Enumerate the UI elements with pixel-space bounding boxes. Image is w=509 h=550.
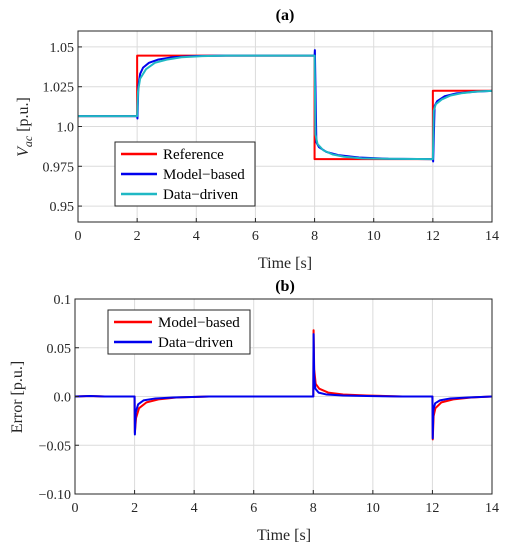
panel-a-legend-label: Reference (163, 147, 224, 163)
panel-a-title: (a) (276, 7, 295, 24)
panel-a-xtick-label: 6 (252, 229, 259, 244)
panel-b-xlabel: Time [s] (257, 527, 311, 544)
panel-a-xtick-label: 2 (134, 229, 141, 244)
panel-a-legend: Reference Model−based Data−driven (114, 141, 256, 207)
panel-b-title: (b) (275, 278, 295, 295)
panel-a-xtick-label: 0 (75, 229, 82, 244)
panel-b-ytick-label: −0.10 (39, 488, 71, 503)
panel-b-ytick-label: 0.0 (54, 391, 72, 406)
panel-b-ylabel: Error [p.u.] (9, 361, 26, 433)
panel-a-xtick-label: 8 (311, 229, 318, 244)
panel-b-ticks: 0 2 4 6 8 10 12 14 −0.10 −0.05 0.0 0.05 0.1 (39, 293, 499, 516)
panel-a-ytick-label: 0.95 (50, 200, 75, 215)
panel-a-ticks: 0 2 4 6 8 10 12 14 0.95 0.975 1.0 1.025 1.05 (43, 41, 500, 244)
panel-a-ytick-label: 1.025 (43, 81, 75, 96)
panel-b-legend: Model−based Data−driven (107, 309, 251, 355)
panel-b-legend-label: Data−driven (158, 335, 234, 351)
panel-b-series (75, 329, 492, 441)
panel-a-xlabel: Time [s] (258, 255, 312, 272)
panel-b-xtick-label: 8 (310, 501, 317, 516)
panel-b-series-1 (75, 333, 492, 440)
panel-b-xtick-label: 14 (485, 501, 499, 516)
panel-b-xtick-label: 2 (131, 501, 138, 516)
panel-b-xtick-label: 10 (366, 501, 380, 516)
panel-b-xtick-label: 12 (425, 501, 439, 516)
panel-a-ytick-label: 1.05 (50, 41, 75, 56)
panel-b-ytick-label: −0.05 (39, 439, 71, 454)
panel-a-legend-label: Data−driven (163, 187, 239, 203)
panel-a-xtick-label: 14 (485, 229, 499, 244)
panel-a-ytick-label: 0.975 (43, 160, 75, 175)
panel-a-ytick-label: 1.0 (57, 121, 75, 136)
panel-a-series-2 (78, 54, 492, 161)
panel-b-legend-label: Model−based (158, 315, 240, 331)
panel-a-xtick-label: 12 (426, 229, 440, 244)
panel-b-xtick-label: 6 (250, 501, 257, 516)
panel-a-ylabel-sub: ac (21, 135, 35, 147)
panel-b-legend-box (107, 309, 251, 355)
panel-a-legend-label: Model−based (163, 167, 245, 183)
panel-a-series (78, 49, 492, 163)
panel-a-ylabel-unit: [p.u.] (15, 97, 32, 136)
panel-a-xtick-label: 4 (193, 229, 200, 244)
panel-b: (b) 0 2 4 6 8 10 12 14 −0.10 −0.05 0.0 0.05 0.1 Time… (9, 278, 499, 544)
panel-b-xtick-label: 0 (72, 501, 79, 516)
panel-a-ylabel-main: V (15, 145, 32, 157)
panel-b-ytick-label: 0.05 (47, 342, 72, 357)
panel-a: (a) 0 2 4 6 8 10 12 14 0.95 0.975 1.0 1.025 1.05 Tim… (15, 7, 499, 272)
panel-a-xtick-label: 10 (367, 229, 381, 244)
panel-b-xtick-label: 4 (191, 501, 198, 516)
panel-a-ylabel: Vac [p.u.] (15, 97, 35, 157)
panel-b-ytick-label: 0.1 (54, 293, 72, 308)
